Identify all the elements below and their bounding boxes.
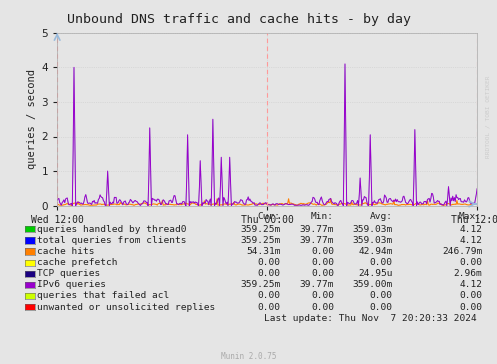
Text: 0.00: 0.00 bbox=[311, 302, 334, 312]
Text: 0.00: 0.00 bbox=[370, 302, 393, 312]
Text: 0.00: 0.00 bbox=[370, 292, 393, 300]
Text: 246.79m: 246.79m bbox=[442, 247, 482, 256]
Y-axis label: queries / second: queries / second bbox=[27, 69, 37, 169]
Text: 39.77m: 39.77m bbox=[300, 236, 334, 245]
Text: cache prefetch: cache prefetch bbox=[37, 258, 118, 267]
Text: 359.03m: 359.03m bbox=[352, 225, 393, 234]
Text: 4.12: 4.12 bbox=[459, 225, 482, 234]
Text: 24.95u: 24.95u bbox=[358, 269, 393, 278]
Text: TCP queries: TCP queries bbox=[37, 269, 100, 278]
Text: 0.00: 0.00 bbox=[311, 269, 334, 278]
Text: 54.31m: 54.31m bbox=[247, 247, 281, 256]
Text: 0.00: 0.00 bbox=[311, 247, 334, 256]
Text: 0.00: 0.00 bbox=[311, 292, 334, 300]
Text: Min:: Min: bbox=[311, 212, 334, 221]
Text: queries that failed acl: queries that failed acl bbox=[37, 292, 169, 300]
Text: 42.94m: 42.94m bbox=[358, 247, 393, 256]
Text: Cur:: Cur: bbox=[258, 212, 281, 221]
Text: 0.00: 0.00 bbox=[459, 292, 482, 300]
Text: 39.77m: 39.77m bbox=[300, 225, 334, 234]
Text: RRDTOOL / TOBI OETIKER: RRDTOOL / TOBI OETIKER bbox=[486, 75, 491, 158]
Text: 0.00: 0.00 bbox=[459, 302, 482, 312]
Text: 359.25m: 359.25m bbox=[241, 236, 281, 245]
Text: unwanted or unsolicited replies: unwanted or unsolicited replies bbox=[37, 302, 216, 312]
Text: Munin 2.0.75: Munin 2.0.75 bbox=[221, 352, 276, 361]
Text: 0.00: 0.00 bbox=[258, 292, 281, 300]
Text: 0.00: 0.00 bbox=[258, 302, 281, 312]
Text: 39.77m: 39.77m bbox=[300, 280, 334, 289]
Text: 4.12: 4.12 bbox=[459, 280, 482, 289]
Text: IPv6 queries: IPv6 queries bbox=[37, 280, 106, 289]
Text: 359.25m: 359.25m bbox=[241, 280, 281, 289]
Text: 0.00: 0.00 bbox=[370, 258, 393, 267]
Text: Unbound DNS traffic and cache hits - by day: Unbound DNS traffic and cache hits - by … bbox=[67, 13, 411, 26]
Text: 0.00: 0.00 bbox=[258, 258, 281, 267]
Text: 0.00: 0.00 bbox=[311, 258, 334, 267]
Text: queries handled by thread0: queries handled by thread0 bbox=[37, 225, 187, 234]
Text: Last update: Thu Nov  7 20:20:33 2024: Last update: Thu Nov 7 20:20:33 2024 bbox=[264, 314, 477, 323]
Text: 359.25m: 359.25m bbox=[241, 225, 281, 234]
Text: 4.12: 4.12 bbox=[459, 236, 482, 245]
Text: 359.03m: 359.03m bbox=[352, 236, 393, 245]
Text: 0.00: 0.00 bbox=[459, 258, 482, 267]
Text: Avg:: Avg: bbox=[370, 212, 393, 221]
Text: total queries from clients: total queries from clients bbox=[37, 236, 187, 245]
Text: 2.96m: 2.96m bbox=[453, 269, 482, 278]
Text: cache hits: cache hits bbox=[37, 247, 95, 256]
Text: 0.00: 0.00 bbox=[258, 269, 281, 278]
Text: Max:: Max: bbox=[459, 212, 482, 221]
Text: 359.00m: 359.00m bbox=[352, 280, 393, 289]
